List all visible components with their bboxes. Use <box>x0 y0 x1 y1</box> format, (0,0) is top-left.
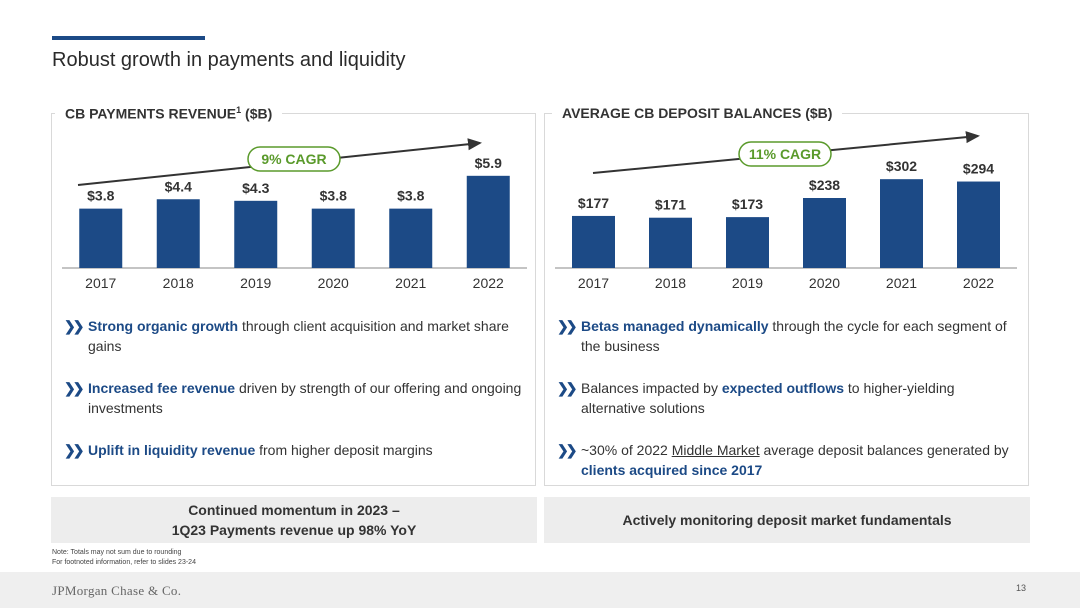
footnote: Note: Totals may not sum due to rounding… <box>52 548 196 568</box>
data-label: $4.4 <box>165 178 192 194</box>
bar <box>880 179 923 268</box>
bar <box>957 181 1000 268</box>
bullet-highlight: expected outflows <box>721 380 844 396</box>
payments-panel: ❯❯ Strong organic growth through client … <box>51 113 536 486</box>
bullet-highlight: Increased fee revenue <box>88 380 236 396</box>
bar <box>726 217 769 268</box>
list-item: ❯❯ Balances impacted by expected outflow… <box>557 378 1017 418</box>
company-logo: JPMorgan Chase & Co. <box>52 583 182 598</box>
list-item: ❯❯ Increased fee revenue driven by stren… <box>64 378 524 418</box>
bullet-text: through client acquisition and market sh… <box>88 318 509 354</box>
x-tick-label: 2017 <box>85 275 116 291</box>
x-tick-label: 2021 <box>395 275 426 291</box>
double-chevron-icon: ❯❯ <box>64 318 85 334</box>
bar <box>649 217 692 268</box>
data-label: $5.9 <box>475 155 502 171</box>
bullet-text: to higher-yielding alternative solutions <box>581 380 955 416</box>
deposits-bullets: ❯❯ Betas managed dynamically through the… <box>557 316 1017 502</box>
x-tick-label: 2018 <box>655 275 686 291</box>
callout-line: Continued momentum in 2023 – <box>188 502 400 518</box>
page-number: 13 <box>1016 583 1027 593</box>
x-tick-label: 2020 <box>318 275 349 291</box>
bullet-text: from higher deposit margins <box>255 442 433 458</box>
double-chevron-icon: ❯❯ <box>557 318 578 334</box>
bar <box>389 208 433 268</box>
list-item: ❯❯ Uplift in liquidity revenue from high… <box>64 440 524 460</box>
data-label: $3.8 <box>87 188 114 204</box>
footnote-line: For footnoted information, refer to slid… <box>52 559 196 566</box>
cagr-label: 11% CAGR <box>749 146 821 162</box>
data-label: $177 <box>578 195 609 211</box>
double-chevron-icon: ❯❯ <box>557 380 578 396</box>
deposits-callout: Actively monitoring deposit market funda… <box>544 497 1030 543</box>
data-label: $294 <box>963 161 994 177</box>
bar <box>466 175 510 268</box>
list-item: ❯❯ Betas managed dynamically through the… <box>557 316 1017 356</box>
deposits-panel-title: AVERAGE CB DEPOSIT BALANCES ($B) <box>552 105 843 121</box>
bar <box>803 198 846 268</box>
bullet-highlight: Strong organic growth <box>88 318 239 334</box>
bullet-text: average deposit balances generated by <box>759 442 1009 458</box>
data-label: $3.8 <box>320 188 347 204</box>
bar-charts: $3.8 2017 $4.4 2018 $4.3 2019 $3.8 2020 $3.8 2021… <box>62 131 1017 291</box>
footnote-line: Note: Totals may not sum due to rounding <box>52 549 182 556</box>
payments-panel-title: CB PAYMENTS REVENUE1 ($B) <box>55 105 283 122</box>
bar <box>311 208 355 268</box>
payments-bullets: ❯❯ Strong organic growth through client … <box>64 316 524 482</box>
deposits-panel: ❯❯ Betas managed dynamically through the… <box>544 113 1029 486</box>
list-item: ❯❯ Strong organic growth through client … <box>64 316 524 356</box>
bullet-highlight: clients acquired since 2017 <box>581 462 763 478</box>
x-tick-label: 2018 <box>163 275 194 291</box>
bullet-text: driven by strength of our offering and o… <box>88 380 522 416</box>
bullet-text: through the cycle for each segment of th… <box>581 318 1007 354</box>
x-tick-label: 2019 <box>240 275 271 291</box>
data-label: $238 <box>809 177 840 193</box>
cagr-pill <box>247 146 341 172</box>
x-tick-label: 2022 <box>473 275 504 291</box>
footer-bar <box>0 572 1080 608</box>
double-chevron-icon: ❯❯ <box>64 380 85 396</box>
bar <box>572 215 615 268</box>
data-label: $302 <box>886 158 917 174</box>
x-tick-label: 2021 <box>886 275 917 291</box>
data-label: $173 <box>732 196 763 212</box>
x-tick-label: 2022 <box>963 275 994 291</box>
list-item: ❯❯ ~30% of 2022 Middle Market average de… <box>557 440 1017 480</box>
double-chevron-icon: ❯❯ <box>557 442 578 458</box>
bullet-text: ~30% of 2022 <box>581 442 672 458</box>
bullet-highlight: Uplift in liquidity revenue <box>88 442 256 458</box>
x-tick-label: 2020 <box>809 275 840 291</box>
cagr-label: 9% CAGR <box>261 151 326 167</box>
x-tick-label: 2019 <box>732 275 763 291</box>
bar <box>79 208 123 268</box>
bullet-highlight: Betas managed dynamically <box>581 318 769 334</box>
bar <box>156 199 200 268</box>
data-label: $3.8 <box>397 188 424 204</box>
bar <box>234 200 278 268</box>
page-title: Robust growth in payments and liquidity <box>52 49 406 71</box>
double-chevron-icon: ❯❯ <box>64 442 85 458</box>
callout-line: 1Q23 Payments revenue up 98% YoY <box>171 522 417 538</box>
data-label: $171 <box>655 197 686 213</box>
payments-callout: Continued momentum in 2023 – 1Q23 Payment… <box>51 497 537 543</box>
title-accent-bar <box>52 36 205 40</box>
bullet-underlined-text: Middle Market <box>671 442 760 458</box>
cagr-pill <box>738 141 832 167</box>
data-label: $4.3 <box>242 180 269 196</box>
x-tick-label: 2017 <box>578 275 609 291</box>
bullet-text: Balances impacted by <box>581 380 722 396</box>
